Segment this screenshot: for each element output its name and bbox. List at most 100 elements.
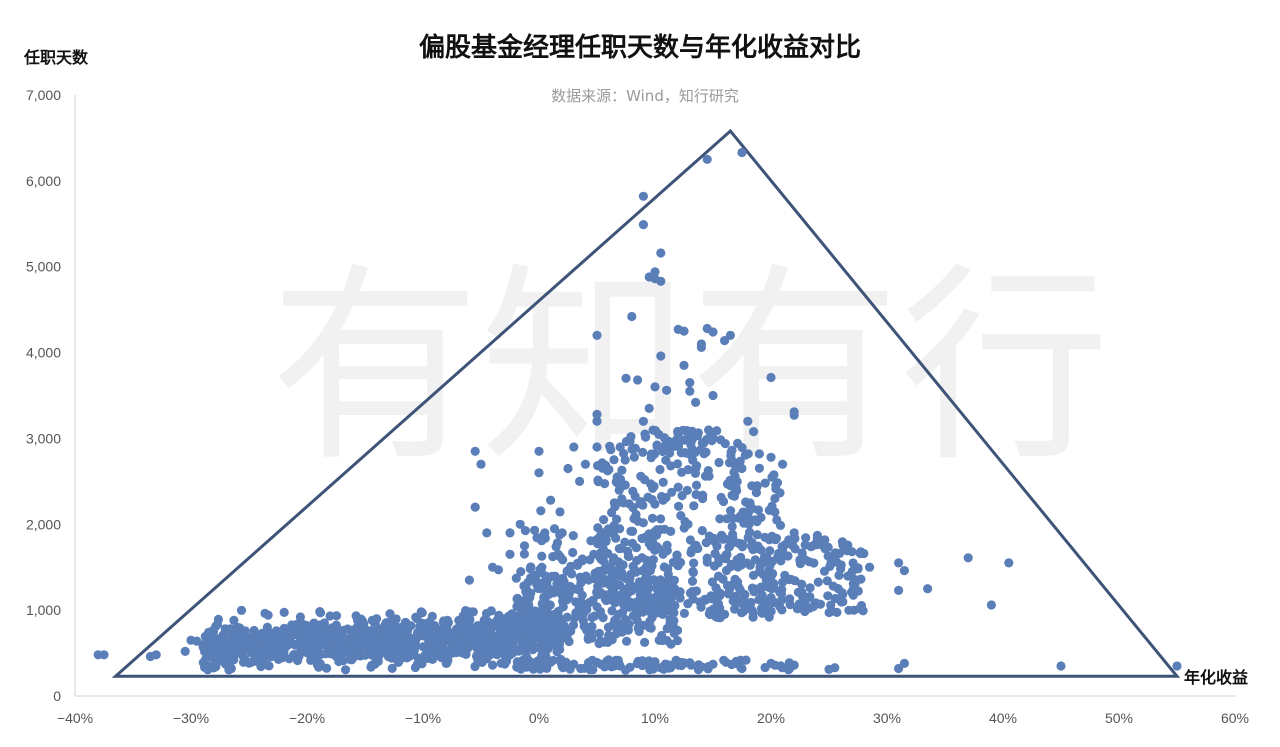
data-point [651,596,662,607]
data-point [594,628,604,638]
data-point [742,558,752,568]
data-point [212,619,223,629]
data-point [334,652,344,662]
data-point [734,582,744,593]
y-tick-label: 2,000 [26,516,61,532]
data-point [402,645,412,655]
data-point [262,660,272,670]
data-point [709,536,719,546]
data-point [540,623,550,633]
data-point [644,403,654,413]
data-point [599,515,609,525]
data-point [789,407,799,417]
data-point [653,606,663,616]
data-point [587,612,597,623]
data-point [720,439,730,449]
data-point [776,556,786,566]
data-point [656,351,666,361]
data-point [658,477,668,487]
data-point [213,640,223,650]
data-point [505,549,515,559]
data-point [533,583,543,594]
data-point [718,574,728,584]
data-point [743,416,753,426]
data-point [679,608,690,619]
data-point [638,620,649,630]
data-point [451,648,461,658]
data-point [630,443,640,453]
data-point [691,540,701,551]
data-point [836,560,846,570]
data-point [592,587,602,597]
data-point [628,526,638,537]
data-point [650,382,660,392]
data-point [812,540,822,550]
data-point [654,635,664,645]
data-point [826,600,836,610]
data-point [654,544,664,554]
data-point [848,558,858,568]
data-point [225,640,235,650]
data-point [439,649,449,659]
data-point [643,532,653,542]
data-point [535,565,545,575]
data-point [771,480,781,490]
data-point [423,653,433,664]
data-point [655,464,665,475]
data-point [553,549,563,559]
data-point [669,628,679,638]
data-point [400,617,411,627]
data-point [703,664,713,674]
data-point [747,503,757,514]
data-point [633,375,643,385]
data-point [629,514,639,524]
data-point [612,617,622,627]
data-point [541,635,552,645]
data-point [360,630,370,640]
data-point [800,606,810,617]
data-point [567,569,577,579]
data-point [572,584,582,594]
data-point [721,657,731,667]
data-point [625,662,635,672]
data-point [476,459,486,469]
data-point [790,576,800,586]
data-point [643,560,653,570]
x-tick-label: 10% [641,710,669,726]
data-point [693,665,704,675]
data-point [680,516,690,527]
data-point [752,530,762,540]
data-point [628,503,638,513]
data-point [488,660,498,670]
data-point [427,635,437,646]
data-point [797,548,807,558]
x-tick-label: −30% [173,710,209,726]
data-point [592,409,602,419]
data-point [659,433,670,443]
data-point [341,665,351,675]
data-point [604,575,614,585]
data-point [603,466,613,476]
data-point [628,561,638,572]
data-point [535,664,545,674]
data-point [735,513,746,523]
data-point [624,619,634,629]
data-point [631,543,642,553]
data-point [894,558,904,568]
data-point [709,561,720,571]
data-point [726,538,736,548]
data-point [737,443,747,453]
data-point [621,373,631,383]
data-point [493,565,503,575]
data-point [224,665,234,675]
data-point [740,450,750,460]
data-point [693,430,703,441]
data-point [687,576,698,586]
data-point [730,574,740,584]
data-point [429,647,439,657]
data-point [263,610,273,620]
data-point [823,542,833,552]
data-point [813,577,823,587]
data-point [383,652,394,662]
data-point [470,502,480,512]
